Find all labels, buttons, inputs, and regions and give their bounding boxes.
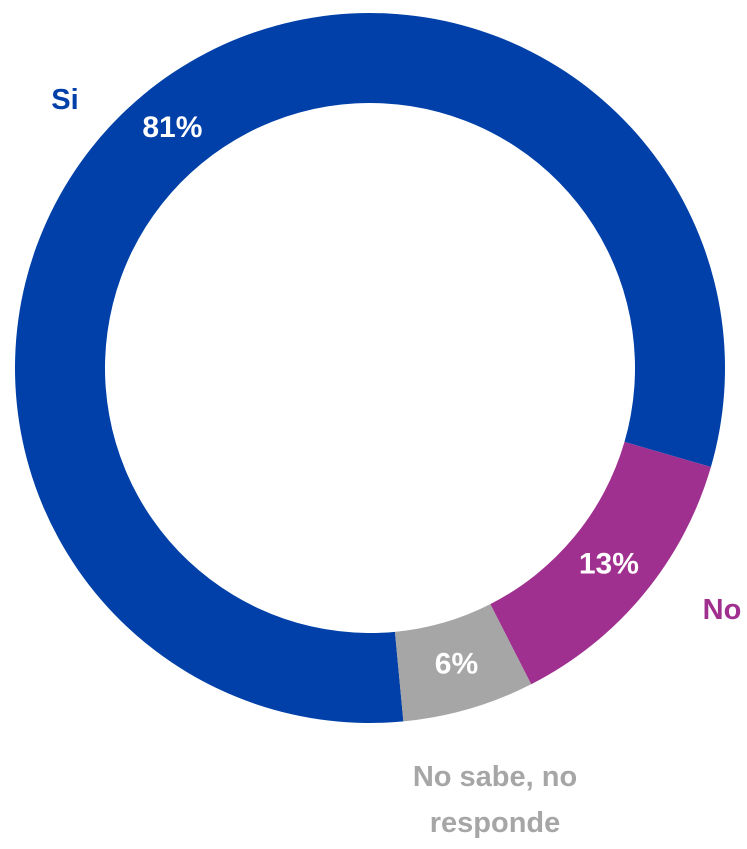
value-label: 13% — [579, 548, 639, 581]
category-label: No — [702, 594, 742, 626]
donut-slice — [490, 441, 711, 685]
category-label: Si — [51, 84, 79, 116]
category-label: No sabe, no responde — [412, 761, 578, 839]
value-label: 81% — [142, 111, 202, 144]
value-label: 6% — [435, 648, 478, 681]
donut-slice — [394, 604, 532, 722]
